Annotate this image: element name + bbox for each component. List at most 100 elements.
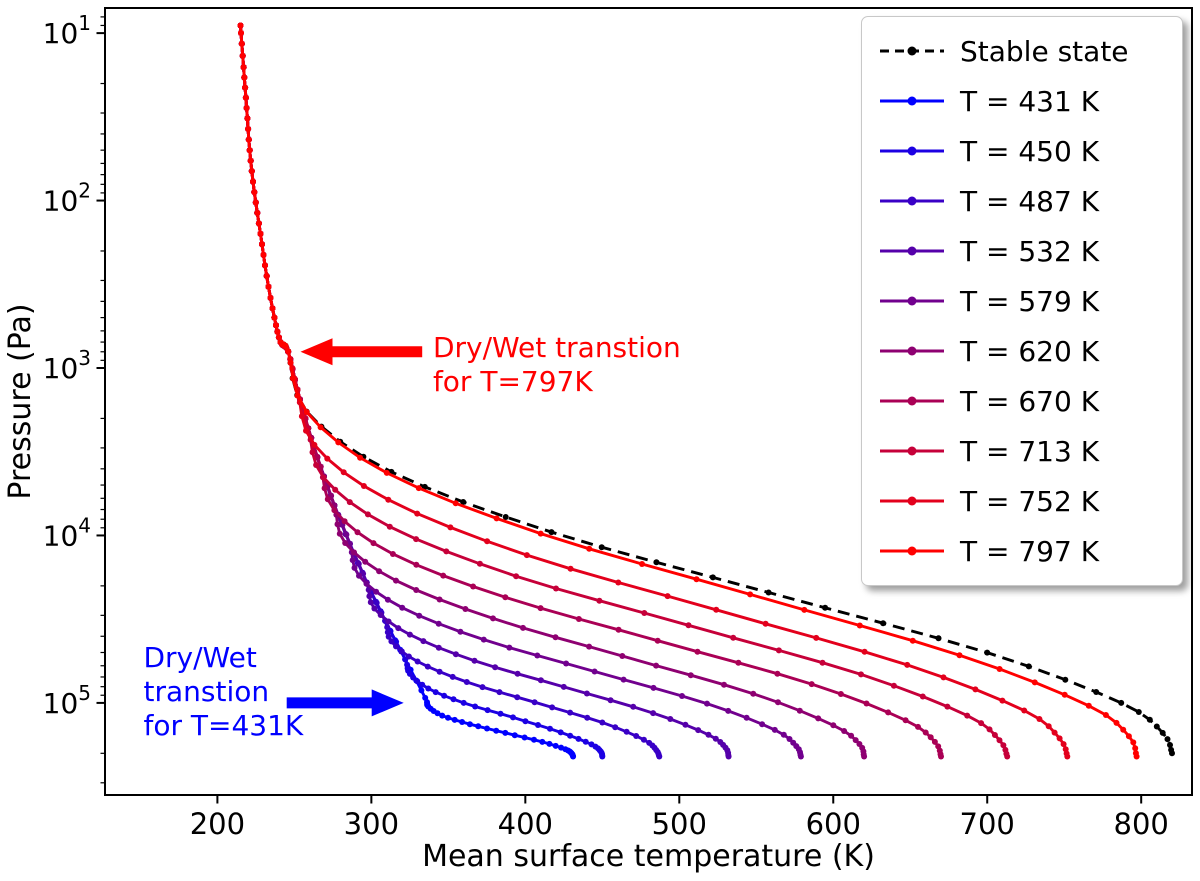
x-tick-label: 400 xyxy=(498,807,553,841)
marker-dot xyxy=(1130,739,1137,746)
marker-dot xyxy=(521,734,528,741)
marker-dot xyxy=(725,753,732,760)
marker-dot xyxy=(342,540,349,546)
marker-dot xyxy=(598,544,605,551)
y-axis-label: Pressure (Pa) xyxy=(3,303,38,499)
marker-dot xyxy=(735,659,742,666)
y-tick-label: 101 xyxy=(43,11,91,50)
marker-dot xyxy=(362,558,369,565)
marker-dot xyxy=(367,599,374,606)
marker-dot xyxy=(1045,723,1052,730)
marker-dot xyxy=(497,710,504,717)
marker-dot xyxy=(563,660,570,667)
marker-dot xyxy=(552,634,559,641)
marker-dot xyxy=(257,230,264,237)
marker-dot xyxy=(1113,719,1120,726)
legend-entry-stable-state: Stable state xyxy=(868,26,1176,76)
marker-dot xyxy=(567,732,574,739)
marker-dot xyxy=(452,500,459,507)
marker-dot xyxy=(246,147,253,154)
marker-dot xyxy=(1000,742,1007,749)
marker-dot xyxy=(436,668,443,675)
marker-dot xyxy=(796,707,803,714)
marker-dot xyxy=(425,685,432,692)
marker-dot xyxy=(972,686,979,693)
legend-line-sample-icon xyxy=(880,396,944,406)
y-tick-base: 10 xyxy=(43,185,79,218)
marker-dot xyxy=(405,653,412,660)
legend-label: T = 713 K xyxy=(960,434,1100,468)
marker-dot xyxy=(439,712,446,719)
marker-dot xyxy=(986,726,993,733)
marker-dot xyxy=(406,631,413,638)
marker-dot xyxy=(713,606,720,613)
marker-dot xyxy=(410,674,417,681)
legend-label: T = 670 K xyxy=(960,384,1100,418)
marker-dot xyxy=(537,530,544,537)
marker-dot xyxy=(640,736,647,743)
y-tick-base: 10 xyxy=(43,352,79,385)
marker-dot xyxy=(539,738,546,745)
y-tick-base: 10 xyxy=(43,519,79,552)
annotation-dry-wet-797: Dry/Wet transtion for T=797K xyxy=(300,331,681,398)
marker-dot xyxy=(242,84,249,91)
marker-dot xyxy=(694,648,701,655)
marker-dot xyxy=(373,588,380,595)
marker-dot xyxy=(242,94,249,101)
marker-dot xyxy=(255,220,262,227)
x-tick-label: 700 xyxy=(960,807,1015,841)
x-tick-label: 500 xyxy=(652,807,707,841)
marker-dot xyxy=(535,722,541,728)
marker-dot xyxy=(273,322,279,329)
marker-dot xyxy=(639,561,645,567)
marker-dot xyxy=(332,486,339,493)
annotation-dry-wet-431: Dry/Wet transtion for T=431K xyxy=(143,641,404,742)
legend-line-sample-icon xyxy=(880,346,944,356)
marker-dot xyxy=(552,742,559,749)
x-tick-label: 600 xyxy=(806,807,861,841)
marker-dot xyxy=(775,647,782,654)
marker-dot xyxy=(704,700,710,707)
legend-entry-t-670-k: T = 670 K xyxy=(868,376,1176,426)
marker-dot xyxy=(927,734,934,741)
marker-dot xyxy=(418,687,425,694)
legend-label: Stable state xyxy=(960,34,1129,68)
y-tick-exponent: 2 xyxy=(78,179,91,203)
marker-dot xyxy=(385,618,392,625)
marker-dot xyxy=(1021,707,1028,714)
marker-dot xyxy=(612,724,619,731)
legend-label: T = 579 K xyxy=(960,284,1100,318)
marker-dot xyxy=(303,409,310,415)
marker-dot xyxy=(863,700,870,707)
marker-dot xyxy=(813,634,820,641)
marker-dot xyxy=(837,691,844,697)
marker-dot xyxy=(1135,709,1142,715)
marker-dot xyxy=(599,753,606,760)
legend-entry-t-532-k: T = 532 K xyxy=(868,226,1176,276)
marker-dot xyxy=(241,74,248,81)
marker-dot xyxy=(797,753,804,760)
marker-dot xyxy=(919,693,926,700)
y-tick-exponent: 5 xyxy=(78,681,91,705)
marker-dot xyxy=(436,596,443,603)
marker-dot xyxy=(282,342,289,349)
marker-dot xyxy=(471,657,478,664)
marker-dot xyxy=(956,652,963,659)
marker-dot xyxy=(841,728,848,734)
y-tick-label: 102 xyxy=(43,179,91,218)
marker-dot xyxy=(801,606,808,613)
marker-dot xyxy=(765,589,772,596)
marker-dot xyxy=(377,612,384,618)
marker-dot xyxy=(537,605,544,612)
marker-dot xyxy=(730,634,737,641)
annotation-line: for T=431K xyxy=(143,709,303,742)
marker-dot xyxy=(393,577,399,584)
marker-dot xyxy=(547,725,553,732)
marker-dot xyxy=(815,715,822,722)
legend-label: T = 620 K xyxy=(960,334,1100,368)
marker-dot xyxy=(384,596,391,603)
marker-dot xyxy=(357,454,364,461)
marker-dot xyxy=(607,697,614,704)
marker-dot xyxy=(366,593,373,600)
